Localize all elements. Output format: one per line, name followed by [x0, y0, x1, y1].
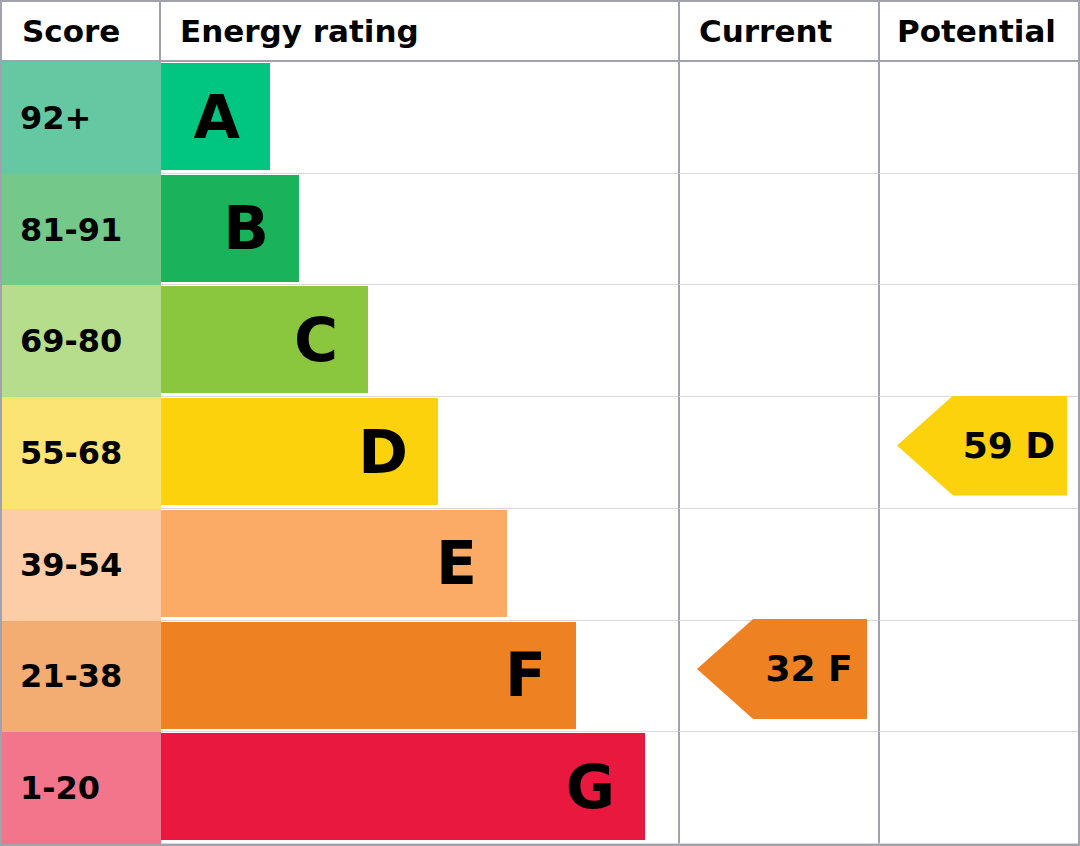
epc-row-f: 21-38 F 32 F [2, 621, 1078, 733]
energy-bar-a: A [161, 63, 270, 170]
band-grade-letter: C [294, 310, 338, 370]
band-score-range: 92+ [2, 62, 161, 174]
chart-header: Score Energy rating Current Potential [2, 2, 1078, 62]
current-column-cell [678, 732, 878, 844]
header-energy-rating: Energy rating [161, 2, 678, 60]
header-score: Score [2, 2, 161, 60]
current-column-cell [678, 174, 878, 286]
potential-column-cell [878, 62, 1078, 174]
epc-row-g: 1-20 G [2, 732, 1078, 844]
energy-bar-b: B [161, 175, 299, 282]
epc-row-b: 81-91 B [2, 174, 1078, 286]
band-score-range: 55-68 [2, 397, 161, 509]
epc-energy-rating-chart: Score Energy rating Current Potential 92… [0, 0, 1080, 846]
potential-rating-label: 59 D [963, 425, 1056, 466]
potential-column-cell [878, 285, 1078, 397]
band-score-range: 21-38 [2, 621, 161, 733]
current-column-cell [678, 397, 878, 509]
band-score-range: 39-54 [2, 509, 161, 621]
potential-column-cell [878, 174, 1078, 286]
band-grade-letter: F [505, 645, 546, 705]
potential-rating-arrow: 59 D [897, 396, 1067, 496]
current-column-cell [678, 62, 878, 174]
band-grade-letter: A [194, 87, 240, 147]
energy-bar-f: F [161, 622, 576, 729]
epc-row-c: 69-80 C [2, 285, 1078, 397]
band-grade-letter: G [566, 757, 615, 817]
current-rating-arrow: 32 F [697, 619, 867, 719]
potential-column-cell [878, 621, 1078, 733]
header-potential: Potential [878, 2, 1078, 60]
current-column-cell: 32 F [678, 621, 878, 733]
energy-bar-e: E [161, 510, 507, 617]
epc-row-d: 55-68 D 59 D [2, 397, 1078, 509]
band-score-range: 81-91 [2, 174, 161, 286]
energy-bar-g: G [161, 733, 645, 840]
potential-column-cell [878, 732, 1078, 844]
band-grade-letter: D [358, 422, 408, 482]
rating-rows: 92+ A 81-91 B 69-80 C 55-68 [2, 62, 1078, 844]
band-score-range: 69-80 [2, 285, 161, 397]
energy-bar-d: D [161, 398, 438, 505]
current-column-cell [678, 509, 878, 621]
current-rating-label: 32 F [765, 648, 852, 689]
potential-column-cell: 59 D [878, 397, 1078, 509]
band-grade-letter: B [223, 198, 269, 258]
epc-row-e: 39-54 E [2, 509, 1078, 621]
band-grade-letter: E [436, 533, 477, 593]
band-score-range: 1-20 [2, 732, 161, 844]
header-current: Current [678, 2, 878, 60]
epc-row-a: 92+ A [2, 62, 1078, 174]
potential-column-cell [878, 509, 1078, 621]
energy-bar-c: C [161, 286, 368, 393]
current-column-cell [678, 285, 878, 397]
